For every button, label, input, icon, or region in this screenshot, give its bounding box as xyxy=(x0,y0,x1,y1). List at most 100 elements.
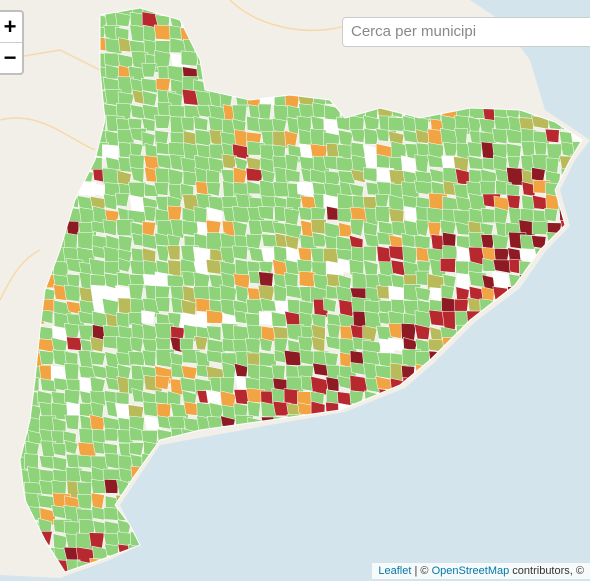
municipality[interactable] xyxy=(352,0,368,15)
zoom-in-button[interactable]: + xyxy=(3,14,17,39)
municipality[interactable] xyxy=(141,233,159,250)
municipality[interactable] xyxy=(350,128,365,143)
municipality[interactable] xyxy=(494,89,512,108)
municipality[interactable] xyxy=(324,64,341,82)
municipality[interactable] xyxy=(50,181,70,196)
municipality[interactable] xyxy=(414,154,430,174)
municipality[interactable] xyxy=(206,206,223,225)
municipality[interactable] xyxy=(246,180,261,195)
municipality[interactable] xyxy=(25,260,45,277)
municipality[interactable] xyxy=(429,90,445,108)
municipality[interactable] xyxy=(467,141,483,158)
municipality[interactable] xyxy=(221,153,238,170)
municipality[interactable] xyxy=(286,116,301,137)
municipality[interactable] xyxy=(259,51,275,71)
municipality[interactable] xyxy=(310,218,327,235)
municipality[interactable] xyxy=(2,140,21,161)
municipality[interactable] xyxy=(298,37,317,58)
municipality[interactable] xyxy=(1,209,14,223)
municipality[interactable] xyxy=(0,376,14,390)
municipality[interactable] xyxy=(375,193,390,209)
municipality[interactable] xyxy=(244,337,261,354)
municipality[interactable] xyxy=(12,403,29,422)
municipality[interactable] xyxy=(296,181,314,198)
municipality[interactable] xyxy=(62,36,81,55)
municipality[interactable] xyxy=(299,12,319,29)
municipality[interactable] xyxy=(218,37,237,56)
municipality[interactable] xyxy=(115,192,130,208)
municipality[interactable] xyxy=(261,75,279,92)
municipality[interactable] xyxy=(154,375,170,390)
municipality[interactable] xyxy=(38,104,58,118)
municipality[interactable] xyxy=(0,184,16,202)
municipality[interactable] xyxy=(65,76,82,95)
municipality[interactable] xyxy=(64,25,79,42)
municipality[interactable] xyxy=(23,37,41,52)
municipality[interactable] xyxy=(53,66,70,85)
municipality[interactable] xyxy=(0,259,14,278)
municipality[interactable] xyxy=(142,90,158,107)
municipality[interactable] xyxy=(338,1,357,18)
municipality[interactable] xyxy=(12,299,28,316)
municipality[interactable] xyxy=(375,206,391,224)
municipality[interactable] xyxy=(443,76,463,94)
municipality[interactable] xyxy=(493,52,508,72)
municipality[interactable] xyxy=(505,78,522,94)
municipality[interactable] xyxy=(40,154,60,171)
municipality[interactable] xyxy=(15,219,33,238)
municipality[interactable] xyxy=(12,312,26,330)
municipality[interactable] xyxy=(402,337,418,352)
municipality[interactable] xyxy=(209,40,226,57)
municipality[interactable] xyxy=(76,0,94,15)
municipality[interactable] xyxy=(374,90,390,105)
municipality[interactable] xyxy=(25,103,39,120)
municipality[interactable] xyxy=(427,338,445,353)
municipality[interactable] xyxy=(0,557,18,573)
municipality[interactable] xyxy=(416,0,431,16)
municipality[interactable] xyxy=(24,323,39,339)
municipality[interactable] xyxy=(506,64,521,79)
municipality[interactable] xyxy=(89,350,106,366)
municipality[interactable] xyxy=(375,0,390,12)
municipality[interactable] xyxy=(24,520,41,539)
municipality[interactable] xyxy=(349,50,369,69)
municipality[interactable] xyxy=(350,169,366,183)
municipality[interactable] xyxy=(325,51,344,66)
municipality[interactable] xyxy=(481,51,501,65)
municipality[interactable] xyxy=(168,183,185,202)
municipality[interactable] xyxy=(338,222,353,238)
municipality[interactable] xyxy=(426,103,442,123)
municipality[interactable] xyxy=(287,50,306,70)
municipality[interactable] xyxy=(38,11,54,29)
municipality[interactable] xyxy=(232,206,250,224)
municipality[interactable] xyxy=(234,65,251,85)
municipality[interactable] xyxy=(27,221,44,238)
municipality[interactable] xyxy=(38,182,55,198)
municipality[interactable] xyxy=(271,311,287,327)
municipality[interactable] xyxy=(206,309,224,324)
municipality[interactable] xyxy=(1,249,17,266)
municipality[interactable] xyxy=(12,231,27,246)
municipality[interactable] xyxy=(77,231,95,250)
municipality[interactable] xyxy=(170,219,186,239)
municipality[interactable] xyxy=(325,376,340,392)
municipality[interactable] xyxy=(284,207,300,226)
municipality[interactable] xyxy=(338,51,357,71)
municipality[interactable] xyxy=(390,51,409,71)
municipality[interactable] xyxy=(130,336,144,353)
municipality[interactable] xyxy=(117,257,132,273)
municipality[interactable] xyxy=(482,91,501,107)
municipality[interactable] xyxy=(90,284,106,300)
municipality[interactable] xyxy=(194,0,214,17)
municipality[interactable] xyxy=(325,40,344,58)
municipality[interactable] xyxy=(51,89,69,109)
municipality[interactable] xyxy=(26,65,45,82)
municipality[interactable] xyxy=(271,118,287,133)
municipality[interactable] xyxy=(505,51,522,66)
municipality[interactable] xyxy=(26,208,40,227)
municipality[interactable] xyxy=(194,335,209,351)
municipality[interactable] xyxy=(453,53,472,68)
municipality[interactable] xyxy=(15,336,33,352)
municipality[interactable] xyxy=(426,63,445,82)
municipality[interactable] xyxy=(456,0,473,17)
